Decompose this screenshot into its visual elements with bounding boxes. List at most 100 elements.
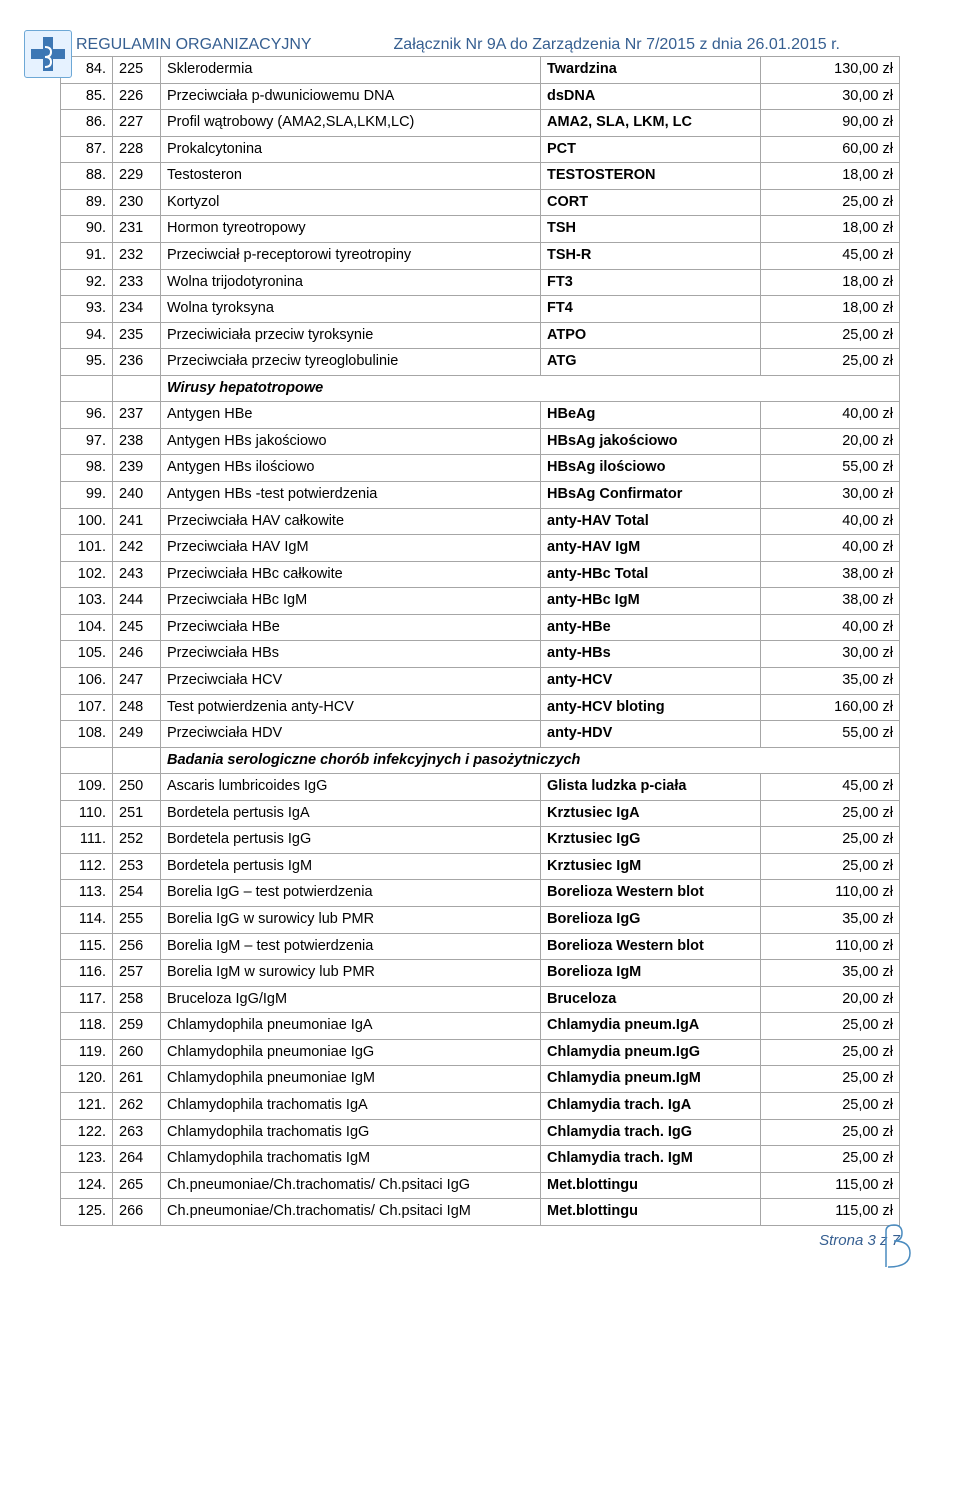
row-code: 260 bbox=[113, 1039, 161, 1066]
table-row: 111.252Bordetela pertusis IgGKrztusiec I… bbox=[61, 827, 900, 854]
row-code: 246 bbox=[113, 641, 161, 668]
row-name: Profil wątrobowy (AMA2,SLA,LKM,LC) bbox=[161, 110, 541, 137]
table-row: Wirusy hepatotropowe bbox=[61, 375, 900, 402]
row-number: 122. bbox=[61, 1119, 113, 1146]
row-number: 108. bbox=[61, 721, 113, 748]
footer-page-label: Strona bbox=[819, 1232, 863, 1249]
row-abbr: HBsAg ilościowo bbox=[541, 455, 761, 482]
row-abbr: Met.blottingu bbox=[541, 1172, 761, 1199]
row-number: 117. bbox=[61, 986, 113, 1013]
row-abbr: HBsAg Confirmator bbox=[541, 482, 761, 509]
table-row: 100.241Przeciwciała HAV całkowiteanty-HA… bbox=[61, 508, 900, 535]
row-code bbox=[113, 747, 161, 774]
row-number: 106. bbox=[61, 667, 113, 694]
row-number: 109. bbox=[61, 774, 113, 801]
row-code: 263 bbox=[113, 1119, 161, 1146]
table-row: 91.232Przeciwciał p-receptorowi tyreotro… bbox=[61, 242, 900, 269]
row-name: Antygen HBe bbox=[161, 402, 541, 429]
row-name: Antygen HBs jakościowo bbox=[161, 428, 541, 455]
row-price: 25,00 zł bbox=[761, 800, 900, 827]
page-footer: Strona 3 z 7 bbox=[60, 1232, 900, 1249]
row-code: 240 bbox=[113, 482, 161, 509]
row-code: 238 bbox=[113, 428, 161, 455]
row-name: Bordetela pertusis IgA bbox=[161, 800, 541, 827]
row-price: 25,00 zł bbox=[761, 1039, 900, 1066]
row-code: 239 bbox=[113, 455, 161, 482]
table-row: 99.240Antygen HBs -test potwierdzeniaHBs… bbox=[61, 482, 900, 509]
row-code: 265 bbox=[113, 1172, 161, 1199]
row-price: 18,00 zł bbox=[761, 163, 900, 190]
table-row: 120.261Chlamydophila pneumoniae IgMChlam… bbox=[61, 1066, 900, 1093]
row-price: 35,00 zł bbox=[761, 960, 900, 987]
table-row: 112.253Bordetela pertusis IgMKrztusiec I… bbox=[61, 853, 900, 880]
row-code: 237 bbox=[113, 402, 161, 429]
table-row: 106.247Przeciwciała HCVanty-HCV35,00 zł bbox=[61, 667, 900, 694]
row-price: 115,00 zł bbox=[761, 1172, 900, 1199]
row-name: Chlamydophila pneumoniae IgM bbox=[161, 1066, 541, 1093]
row-number: 107. bbox=[61, 694, 113, 721]
row-code: 241 bbox=[113, 508, 161, 535]
table-row: 85.226Przeciwciała p-dwuniciowemu DNAdsD… bbox=[61, 83, 900, 110]
table-row: 117.258Bruceloza IgG/IgMBruceloza20,00 z… bbox=[61, 986, 900, 1013]
row-price: 35,00 zł bbox=[761, 907, 900, 934]
row-number: 113. bbox=[61, 880, 113, 907]
row-code: 251 bbox=[113, 800, 161, 827]
row-code: 252 bbox=[113, 827, 161, 854]
row-name: Chlamydophila pneumoniae IgA bbox=[161, 1013, 541, 1040]
row-number: 85. bbox=[61, 83, 113, 110]
row-abbr: Glista ludzka p-ciała bbox=[541, 774, 761, 801]
row-number: 102. bbox=[61, 561, 113, 588]
row-number: 120. bbox=[61, 1066, 113, 1093]
row-code: 258 bbox=[113, 986, 161, 1013]
row-price: 25,00 zł bbox=[761, 322, 900, 349]
row-code: 227 bbox=[113, 110, 161, 137]
row-number: 111. bbox=[61, 827, 113, 854]
table-row: 118.259Chlamydophila pneumoniae IgAChlam… bbox=[61, 1013, 900, 1040]
signature-icon bbox=[882, 1223, 918, 1275]
header-title-right: Załącznik Nr 9A do Zarządzenia Nr 7/2015… bbox=[394, 36, 840, 54]
table-row: 125.266Ch.pneumoniae/Ch.trachomatis/ Ch.… bbox=[61, 1199, 900, 1226]
row-name: Chlamydophila trachomatis IgM bbox=[161, 1146, 541, 1173]
row-name: Antygen HBs -test potwierdzenia bbox=[161, 482, 541, 509]
row-number: 114. bbox=[61, 907, 113, 934]
row-number bbox=[61, 375, 113, 402]
row-number: 95. bbox=[61, 349, 113, 376]
row-price: 18,00 zł bbox=[761, 216, 900, 243]
row-name: Bruceloza IgG/IgM bbox=[161, 986, 541, 1013]
row-price: 25,00 zł bbox=[761, 1146, 900, 1173]
row-number: 105. bbox=[61, 641, 113, 668]
row-name: Ch.pneumoniae/Ch.trachomatis/ Ch.psitaci… bbox=[161, 1199, 541, 1226]
row-name: Wolna trijodotyronina bbox=[161, 269, 541, 296]
row-name: Kortyzol bbox=[161, 189, 541, 216]
row-name: Przeciwciała HBe bbox=[161, 614, 541, 641]
row-code: 248 bbox=[113, 694, 161, 721]
row-code: 262 bbox=[113, 1092, 161, 1119]
row-price: 55,00 zł bbox=[761, 721, 900, 748]
row-number: 93. bbox=[61, 296, 113, 323]
row-code: 228 bbox=[113, 136, 161, 163]
row-name: Przeciwciała HDV bbox=[161, 721, 541, 748]
row-number: 110. bbox=[61, 800, 113, 827]
row-number: 119. bbox=[61, 1039, 113, 1066]
row-abbr: Chlamydia pneum.IgM bbox=[541, 1066, 761, 1093]
row-name: Przeciwiciała przeciw tyroksynie bbox=[161, 322, 541, 349]
row-abbr: anty-HBs bbox=[541, 641, 761, 668]
table-row: 87.228ProkalcytoninaPCT60,00 zł bbox=[61, 136, 900, 163]
row-code: 256 bbox=[113, 933, 161, 960]
row-price: 115,00 zł bbox=[761, 1199, 900, 1226]
row-code: 257 bbox=[113, 960, 161, 987]
row-abbr: Twardzina bbox=[541, 57, 761, 84]
row-abbr: dsDNA bbox=[541, 83, 761, 110]
row-number: 124. bbox=[61, 1172, 113, 1199]
row-number: 89. bbox=[61, 189, 113, 216]
row-code: 259 bbox=[113, 1013, 161, 1040]
table-row: 107.248Test potwierdzenia anty-HCVanty-H… bbox=[61, 694, 900, 721]
row-code: 249 bbox=[113, 721, 161, 748]
row-name: Przeciwciała HCV bbox=[161, 667, 541, 694]
row-price: 30,00 zł bbox=[761, 83, 900, 110]
row-number: 97. bbox=[61, 428, 113, 455]
row-abbr: anty-HBc Total bbox=[541, 561, 761, 588]
row-number: 98. bbox=[61, 455, 113, 482]
row-price: 110,00 zł bbox=[761, 880, 900, 907]
row-abbr: Krztusiec IgG bbox=[541, 827, 761, 854]
